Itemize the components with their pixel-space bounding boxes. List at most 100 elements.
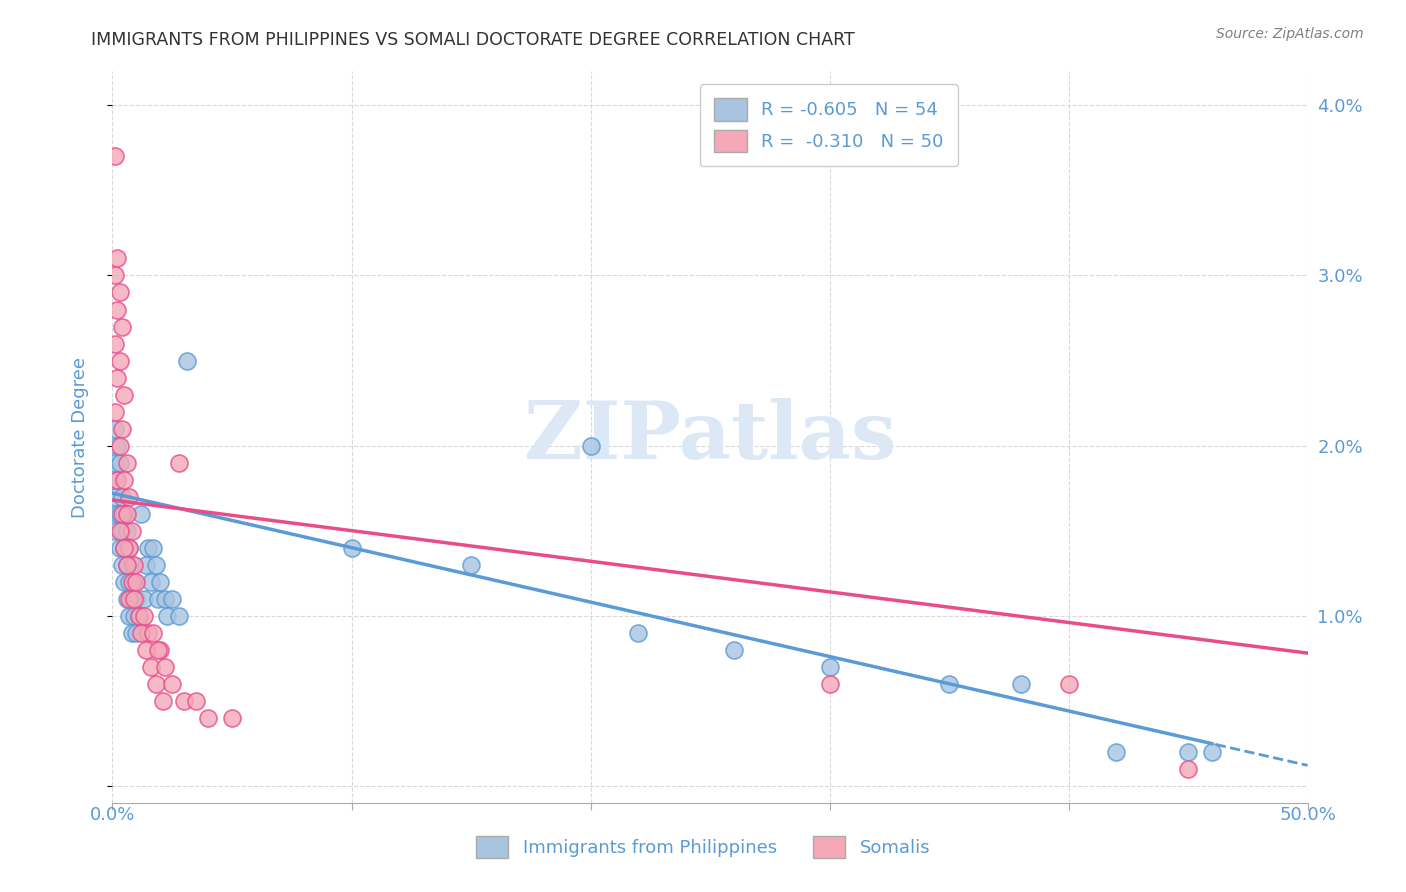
Point [135,558,157,572]
Point [221,711,243,725]
Point [108,541,131,555]
Point [121,558,143,572]
Point [118,574,141,589]
Point [111,558,134,572]
Point [105,507,128,521]
Point [108,439,131,453]
Point [818,659,841,673]
Text: IMMIGRANTS FROM PHILIPPINES VS SOMALI DOCTORATE DEGREE CORRELATION CHART: IMMIGRANTS FROM PHILIPPINES VS SOMALI DO… [91,31,855,49]
Point [340,541,363,555]
Point [104,268,127,283]
Point [122,591,145,606]
Point [579,439,602,453]
Point [114,473,135,487]
Point [115,558,138,572]
Point [145,558,167,572]
Legend: Immigrants from Philippines, Somalis: Immigrants from Philippines, Somalis [468,829,938,865]
Point [153,591,176,606]
Point [145,677,167,691]
Point [105,370,128,384]
Point [111,490,134,504]
Point [125,625,148,640]
Point [153,659,176,673]
Point [1177,762,1199,776]
Point [169,608,191,623]
Point [104,149,127,163]
Point [115,507,138,521]
Point [938,677,960,691]
Point [105,473,128,487]
Point [173,694,195,708]
Point [114,387,135,401]
Point [132,591,155,606]
Point [114,541,135,555]
Point [149,642,172,657]
Point [115,558,138,572]
Point [460,558,482,572]
Text: Source: ZipAtlas.com: Source: ZipAtlas.com [1216,27,1364,41]
Point [125,591,148,606]
Point [108,456,131,470]
Point [114,507,135,521]
Point [104,490,127,504]
Point [118,490,141,504]
Point [105,302,128,317]
Point [121,574,143,589]
Point [104,336,127,351]
Point [1057,677,1080,691]
Point [108,353,131,368]
Point [105,439,128,453]
Point [115,456,138,470]
Point [149,574,172,589]
Legend: R = -0.605   N = 54, R =  -0.310   N = 50: R = -0.605 N = 54, R = -0.310 N = 50 [700,84,957,166]
Point [128,608,150,623]
Point [105,473,128,487]
Point [108,285,131,300]
Text: ZIPatlas: ZIPatlas [524,398,896,476]
Point [197,711,219,725]
Point [169,456,191,470]
Point [152,694,174,708]
Point [115,591,138,606]
Point [132,608,155,623]
Point [125,574,148,589]
Point [129,625,152,640]
Point [111,319,134,334]
Point [142,625,165,640]
Point [142,541,165,555]
Point [162,591,183,606]
Point [118,541,141,555]
Point [118,591,141,606]
Point [138,541,160,555]
Point [114,541,135,555]
Point [121,524,143,538]
Point [122,558,145,572]
Point [186,694,208,708]
Point [139,659,162,673]
Point [108,524,131,538]
Point [627,625,650,640]
Point [156,608,179,623]
Point [122,574,145,589]
Point [818,677,841,691]
Point [146,642,169,657]
Text: 50.0%: 50.0% [1279,805,1336,823]
Y-axis label: Doctorate Degree: Doctorate Degree [70,357,89,517]
Point [115,524,138,538]
Point [122,608,145,623]
Point [104,524,127,538]
Point [138,625,160,640]
Text: 0.0%: 0.0% [90,805,135,823]
Point [723,642,745,657]
Point [111,524,134,538]
Point [139,574,162,589]
Point [118,541,141,555]
Point [104,404,127,418]
Point [104,456,127,470]
Point [105,252,128,266]
Point [121,591,143,606]
Point [104,421,127,435]
Point [1177,745,1199,759]
Point [111,507,134,521]
Point [162,677,183,691]
